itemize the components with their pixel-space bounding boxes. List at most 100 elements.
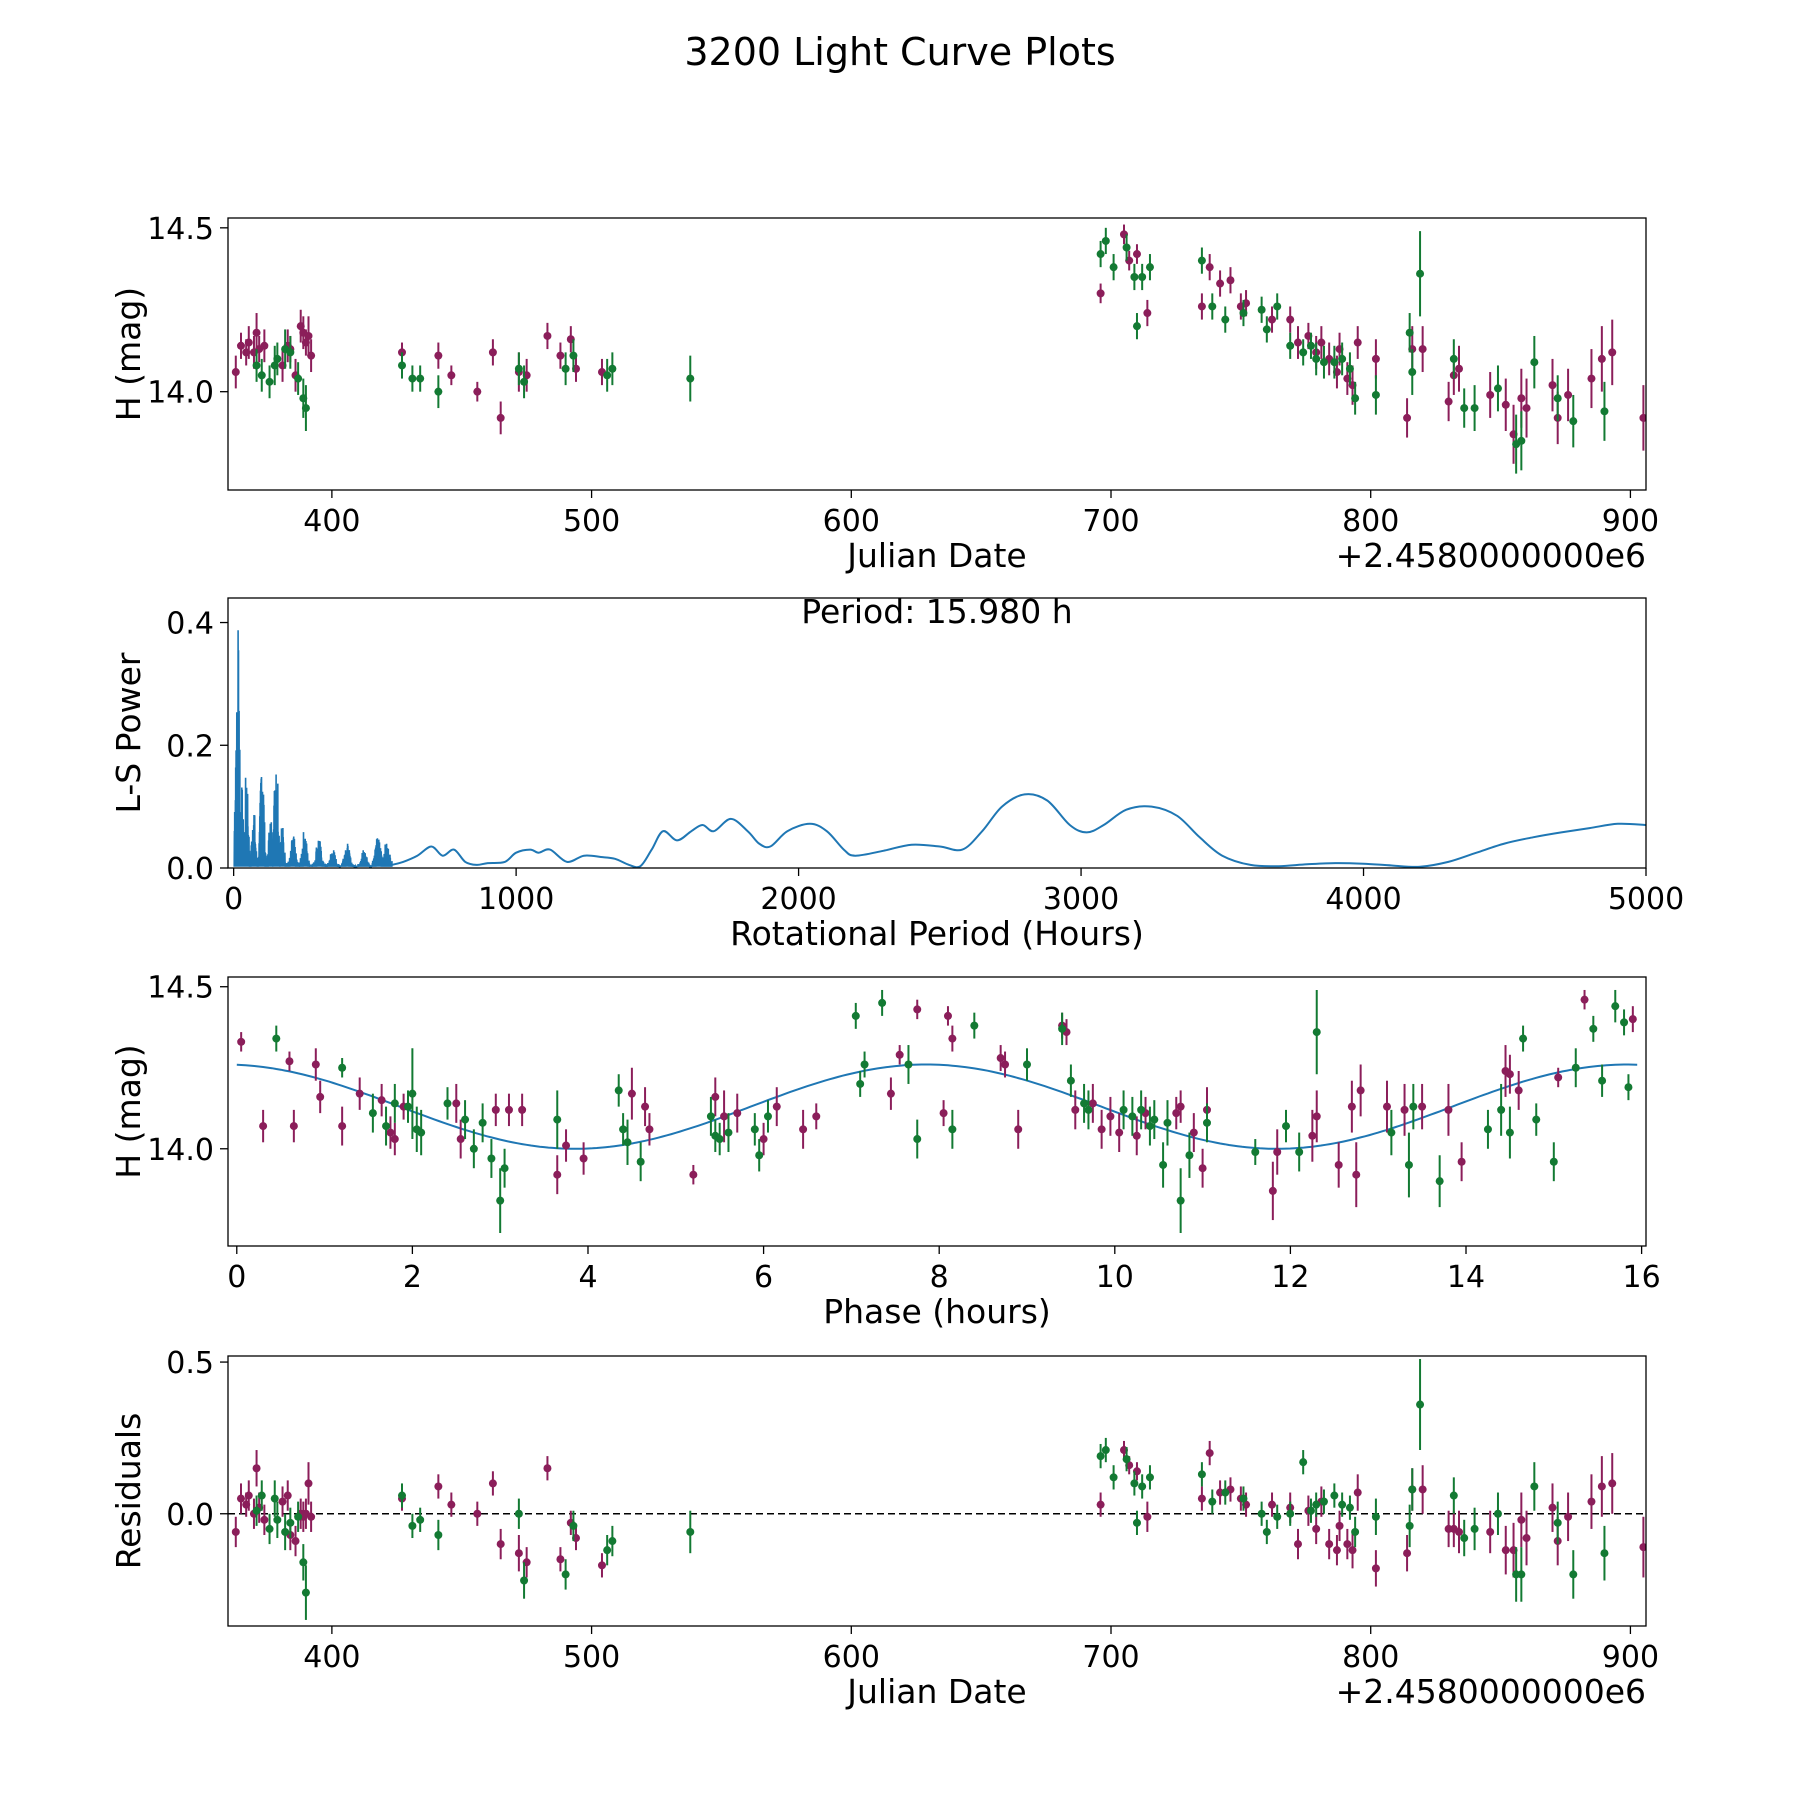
data-point-set_a bbox=[1371, 1550, 1380, 1587]
data-marker bbox=[252, 361, 261, 370]
data-point-set_a bbox=[1418, 326, 1427, 373]
data-marker bbox=[1176, 1102, 1185, 1111]
data-point-set_b bbox=[1145, 1465, 1154, 1490]
data-point-set_a bbox=[1096, 283, 1105, 304]
x-tick-label: 10 bbox=[1096, 1260, 1134, 1295]
x-tick-label: 700 bbox=[1082, 1640, 1139, 1675]
data-point-set_a bbox=[1564, 1492, 1573, 1542]
data-point-set_a bbox=[452, 1083, 461, 1123]
data-point-set_b bbox=[1470, 385, 1479, 432]
data-point-set_a bbox=[518, 1093, 527, 1127]
data-point-set_a bbox=[1205, 1440, 1214, 1466]
data-point-set_a bbox=[259, 1109, 268, 1143]
data-point-set_b bbox=[856, 1070, 865, 1097]
x-tick-label: 700 bbox=[1082, 504, 1139, 539]
data-point-set_a bbox=[304, 316, 313, 356]
data-marker bbox=[1306, 1506, 1315, 1515]
data-point-set_b bbox=[1530, 1462, 1539, 1511]
data-marker bbox=[1408, 368, 1417, 377]
data-marker bbox=[1639, 413, 1646, 422]
data-marker bbox=[895, 1050, 904, 1059]
data-marker bbox=[456, 1135, 465, 1144]
data-marker bbox=[1455, 1527, 1464, 1536]
data-marker bbox=[1251, 1148, 1260, 1157]
data-marker bbox=[1352, 1170, 1361, 1179]
data-marker bbox=[755, 1151, 764, 1160]
data-point-set_b bbox=[1532, 1103, 1541, 1136]
data-marker bbox=[715, 1135, 724, 1144]
data-marker bbox=[1145, 1473, 1154, 1482]
data-point-set_a bbox=[1172, 1096, 1181, 1130]
data-point-set_a bbox=[1268, 1492, 1277, 1517]
data-marker bbox=[1221, 1488, 1230, 1497]
data-point-set_b bbox=[1460, 1519, 1469, 1557]
data-marker bbox=[496, 1196, 505, 1205]
data-marker bbox=[1295, 1148, 1304, 1157]
data-point-set_b bbox=[608, 352, 617, 386]
data-point-set_b bbox=[1138, 263, 1147, 291]
data-point-set_b bbox=[878, 989, 887, 1016]
data-marker bbox=[1071, 1105, 1080, 1114]
data-point-set_a bbox=[434, 342, 443, 369]
data-marker bbox=[1553, 1518, 1562, 1527]
data-marker bbox=[686, 374, 695, 383]
data-marker bbox=[496, 413, 505, 422]
data-point-set_b bbox=[1345, 352, 1354, 386]
data-marker bbox=[1371, 354, 1380, 363]
data-point-set_a bbox=[236, 1483, 245, 1514]
data-point-set_a bbox=[514, 1534, 523, 1572]
data-point-set_a bbox=[543, 1456, 552, 1481]
data-marker bbox=[434, 387, 443, 396]
data-point-set_a bbox=[1189, 1113, 1198, 1153]
data-point-set_a bbox=[1312, 1513, 1321, 1545]
data-point-set_b bbox=[1338, 1492, 1347, 1517]
data-marker bbox=[272, 1034, 281, 1043]
data-marker bbox=[294, 1512, 303, 1521]
data-point-set_b bbox=[1589, 1015, 1598, 1042]
data-marker bbox=[1470, 1524, 1479, 1533]
data-marker bbox=[1418, 1102, 1427, 1111]
plot-frame bbox=[227, 976, 1647, 1247]
data-point-set_b bbox=[1066, 1064, 1075, 1097]
data-point-set_b bbox=[1282, 1109, 1291, 1143]
data-point-set_b bbox=[948, 1109, 957, 1149]
data-marker bbox=[286, 348, 295, 357]
data-point-set_a bbox=[260, 1504, 269, 1535]
data-point-set_a bbox=[1176, 1090, 1185, 1123]
periodogram-curve bbox=[391, 793, 1646, 868]
data-point-set_b bbox=[461, 1100, 470, 1140]
data-point-set_b bbox=[1257, 296, 1266, 323]
data-point-set_b bbox=[390, 1083, 399, 1123]
data-point-set_b bbox=[434, 1519, 443, 1551]
data-marker bbox=[355, 1089, 364, 1098]
data-marker bbox=[408, 374, 417, 383]
data-marker bbox=[1455, 364, 1464, 373]
data-point-set_b bbox=[514, 1498, 523, 1529]
data-marker bbox=[1145, 263, 1154, 272]
data-marker bbox=[1403, 1549, 1412, 1558]
data-point-set_b bbox=[904, 1045, 913, 1084]
data-marker bbox=[1257, 1509, 1266, 1518]
data-marker bbox=[377, 1096, 386, 1105]
data-marker bbox=[1345, 364, 1354, 373]
data-marker bbox=[772, 1102, 781, 1111]
data-point-set_a bbox=[939, 1100, 948, 1127]
data-marker bbox=[913, 1005, 922, 1014]
data-point-set_a bbox=[812, 1103, 821, 1130]
data-marker bbox=[686, 1527, 695, 1536]
data-marker bbox=[273, 354, 282, 363]
data-marker bbox=[1101, 236, 1110, 245]
data-point-set_b bbox=[1130, 1471, 1139, 1496]
data-point-set_a bbox=[1486, 372, 1495, 418]
data-marker bbox=[461, 1115, 470, 1124]
data-point-set_a bbox=[1216, 270, 1225, 297]
data-points bbox=[231, 224, 1646, 474]
data-marker bbox=[390, 1135, 399, 1144]
data-point-set_b bbox=[1483, 1109, 1492, 1149]
data-point-set_b bbox=[417, 1109, 426, 1156]
data-marker bbox=[619, 1125, 628, 1134]
data-marker bbox=[1416, 1400, 1425, 1409]
data-marker bbox=[1022, 1060, 1031, 1069]
data-point-set_a bbox=[1001, 1051, 1010, 1078]
